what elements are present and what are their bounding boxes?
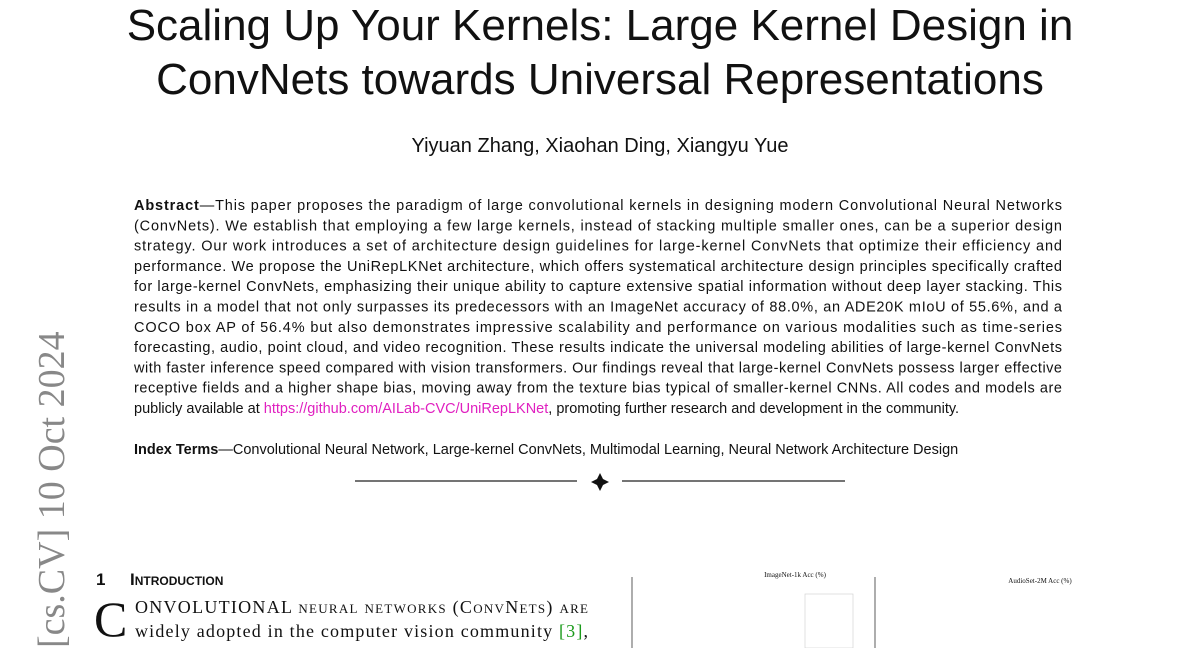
intro-line: ONVOLUTIONAL neural networks (ConvNets) …	[135, 597, 588, 618]
divider-diamond	[591, 473, 609, 491]
title-line: ConvNets towards Universal Representatio…	[156, 55, 1044, 104]
figure: ImageNet-1k Acc (%) AudioSet-2M Acc (%)	[631, 571, 1072, 648]
index-terms-text: —Convolutional Neural Network, Large-ker…	[218, 442, 958, 458]
abstract-text: , promoting further research and develop…	[548, 401, 959, 417]
figure-title: AudioSet-2M Acc (%)	[1008, 577, 1072, 585]
abstract-text: publicly available at	[134, 401, 264, 417]
abstract-text: for large-kernel ConvNets, emphasizing t…	[134, 279, 1062, 295]
abstract-line: (ConvNets). We establish that employing …	[134, 218, 1062, 234]
intro-text: ,	[584, 621, 589, 641]
abstract-text: (ConvNets). We establish that employing …	[134, 218, 1062, 234]
abstract-line: Abstract—This paper proposes the paradig…	[134, 198, 1062, 214]
index-terms-label: Index Terms	[134, 442, 218, 458]
abstract-text: performance. We propose the UniRepLKNet …	[134, 259, 1062, 275]
abstract-line: publicly available at https://github.com…	[134, 401, 959, 417]
abstract: Abstract—This paper proposes the paradig…	[133, 198, 1063, 417]
abstract-line: performance. We propose the UniRepLKNet …	[134, 259, 1062, 275]
abstract-line: COCO box AP of 56.4% but also demonstrat…	[134, 320, 1062, 336]
authors: Yiyuan Zhang, Xiaohan Ding, Xiangyu Yue	[412, 135, 789, 157]
section-number: 1	[96, 570, 105, 589]
abstract-line: strategy. Our work introduces a set of a…	[134, 239, 1062, 255]
legend-box	[804, 593, 854, 648]
intro-text: widely adopted in the computer vision co…	[135, 621, 558, 641]
abstract-line: forecasting, audio, point cloud, and vid…	[134, 340, 1062, 356]
abstract-link[interactable]: https://github.com/AILab-CVC/UniRepLKNet	[264, 401, 549, 417]
title-line: Scaling Up Your Kernels: Large Kernel De…	[127, 1, 1074, 50]
arxiv-stamp: [cs.CV] 10 Oct 2024	[31, 331, 73, 648]
abstract-text: receptive fields and a higher shape bias…	[134, 381, 1062, 397]
abstract-line: results in a model that not only surpass…	[134, 300, 1063, 316]
abstract-text: results in a model that not only surpass…	[134, 300, 1063, 316]
section-title: Introduction	[130, 570, 223, 589]
citation[interactable]: [3]	[559, 621, 582, 641]
abstract-text: —This paper proposes the paradigm of lar…	[200, 198, 1062, 214]
drop-cap: C	[94, 591, 127, 647]
abstract-text: forecasting, audio, point cloud, and vid…	[134, 340, 1062, 356]
abstract-line: with faster inference speed compared wit…	[133, 360, 1062, 376]
abstract-text: COCO box AP of 56.4% but also demonstrat…	[134, 320, 1062, 336]
intro-line: widely adopted in the computer vision co…	[135, 621, 588, 641]
abstract-line: receptive fields and a higher shape bias…	[134, 381, 1062, 397]
figure-title: ImageNet-1k Acc (%)	[764, 571, 826, 579]
abstract-text: with faster inference speed compared wit…	[133, 360, 1062, 376]
abstract-label: Abstract	[134, 198, 199, 214]
index-terms: Index Terms—Convolutional Neural Network…	[134, 442, 958, 458]
abstract-text: strategy. Our work introduces a set of a…	[134, 239, 1062, 255]
abstract-line: for large-kernel ConvNets, emphasizing t…	[134, 279, 1062, 295]
